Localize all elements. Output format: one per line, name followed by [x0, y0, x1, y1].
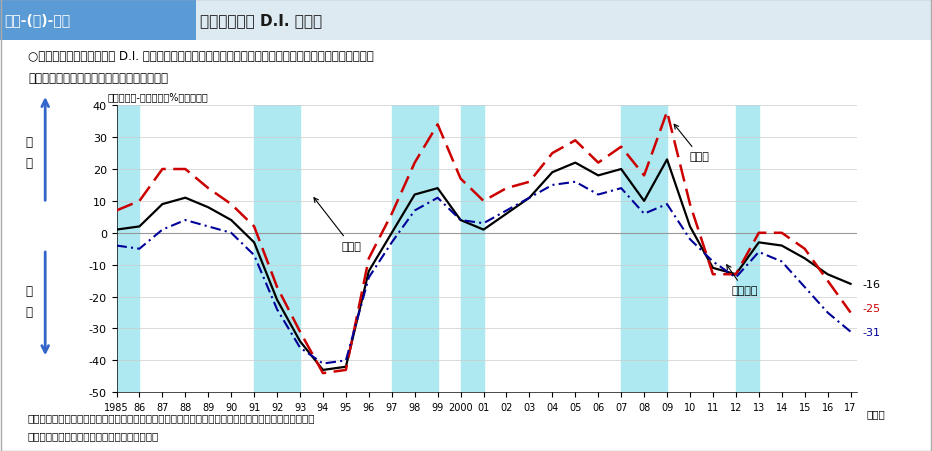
Bar [736, 106, 759, 392]
Text: 資料出所　日本銀行「全国企業短期経済観測調査」をもとに厚生労働省労働政策担当参事官室にて作成: 資料出所 日本銀行「全国企業短期経済観測調査」をもとに厚生労働省労働政策担当参事… [28, 413, 315, 423]
Text: -16: -16 [862, 279, 880, 289]
Text: 全産業: 全産業 [314, 198, 362, 251]
Text: （年）: （年） [867, 408, 885, 418]
Bar [0, 0, 196, 41]
Bar [254, 106, 300, 392]
Text: -31: -31 [862, 327, 880, 337]
Bar [460, 106, 484, 392]
Text: （「過剰」-「不足」・%ポイント）: （「過剰」-「不足」・%ポイント） [107, 92, 208, 102]
Text: 過
剰: 過 剰 [25, 135, 33, 169]
Text: ○　産業別に雇用人員判断 D.I. をみると、全産業、製造業、非製造業はいずれも不足感が高まっており、: ○ 産業別に雇用人員判断 D.I. をみると、全産業、製造業、非製造業はいずれも… [28, 50, 374, 63]
Text: -25: -25 [862, 303, 880, 313]
Text: 特に非製造業の不足感が高くなっている。: 特に非製造業の不足感が高くなっている。 [28, 72, 168, 85]
Bar [196, 0, 932, 41]
Bar [116, 106, 140, 392]
Text: 非製造業: 非製造業 [727, 265, 758, 296]
Text: （注）　グラフのシャドー部分は景気後退期。: （注） グラフのシャドー部分は景気後退期。 [28, 431, 159, 441]
Text: 雇用人員判断 D.I. の推移: 雇用人員判断 D.I. の推移 [200, 13, 322, 28]
Text: 製造業: 製造業 [674, 125, 710, 162]
Bar [621, 106, 667, 392]
Bar [391, 106, 438, 392]
Text: 不
足: 不 足 [25, 284, 33, 318]
Text: 第１-(２)-８図: 第１-(２)-８図 [5, 14, 71, 27]
